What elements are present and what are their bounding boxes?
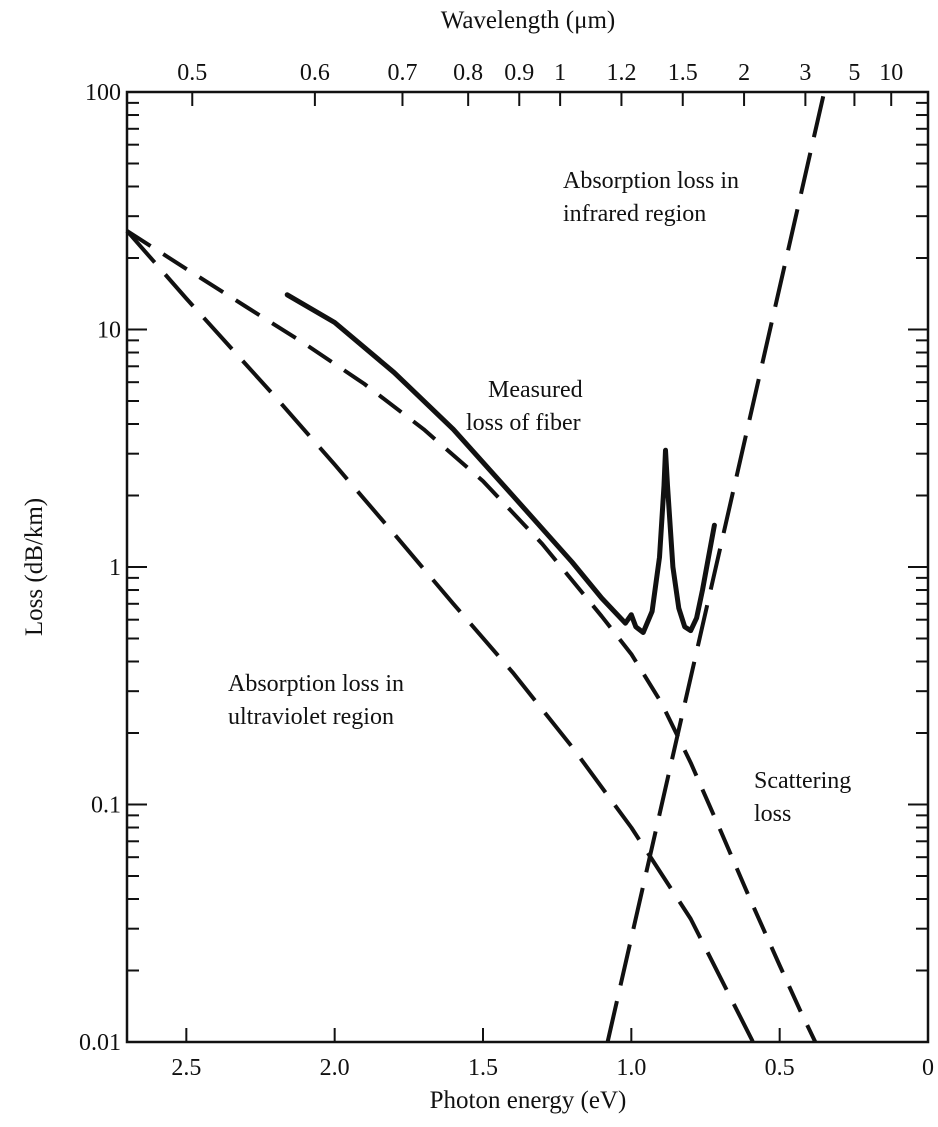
measured-label-line1: Measured: [488, 377, 583, 403]
wavelength-axis-title: Wavelength (μm): [441, 7, 616, 34]
infrared-label-line1: Absorption loss in: [563, 168, 739, 194]
wavelength-axis-ticks: 0.5 0.6 0.7 0.8 0.9 1 1.2 1.5 2 3 5 10: [177, 60, 903, 106]
wavelength-tick-label: 1.2: [606, 60, 636, 86]
wavelength-tick-label: 0.8: [453, 60, 483, 86]
ultraviolet-label-line1: Absorption loss in: [228, 671, 404, 697]
x-tick-label: 0.5: [765, 1055, 795, 1081]
wavelength-tick-label: 0.7: [387, 60, 417, 86]
y-tick-label: 0.1: [91, 793, 121, 819]
x-tick-label: 2.5: [171, 1055, 201, 1081]
ultraviolet-label-line2: ultraviolet region: [228, 704, 394, 730]
wavelength-tick-label: 3: [799, 60, 811, 86]
wavelength-tick-label: 2: [738, 60, 750, 86]
y-axis-ticks: 100 10 1 0.1 0.01: [79, 80, 928, 1056]
infrared-absorption-curve: [605, 91, 827, 1043]
y-tick-label: 1: [109, 555, 121, 581]
x-tick-label: 1.0: [616, 1055, 646, 1081]
y-axis-title: Loss (dB/km): [21, 498, 48, 636]
scattering-label-line1: Scattering: [754, 768, 851, 794]
x-axis-title: Photon energy (eV): [430, 1087, 627, 1114]
measured-label-line2: loss of fiber: [466, 410, 581, 436]
wavelength-tick-label: 5: [848, 60, 860, 86]
minor-ticks: [127, 101, 928, 972]
scattering-loss-curve: [125, 229, 818, 1043]
x-axis-ticks: 2.5 2.0 1.5 1.0 0.5 0: [171, 1028, 934, 1081]
infrared-label-line2: infrared region: [563, 201, 706, 227]
wavelength-tick-label: 10: [879, 60, 903, 86]
x-tick-label: 2.0: [320, 1055, 350, 1081]
x-tick-label: 0: [922, 1055, 934, 1081]
plot-frame: [125, 90, 930, 1044]
scattering-label-line2: loss: [754, 801, 791, 827]
wavelength-tick-label: 1: [554, 60, 566, 86]
wavelength-tick-label: 0.9: [504, 60, 534, 86]
y-tick-label: 0.01: [79, 1030, 121, 1056]
x-tick-label: 1.5: [468, 1055, 498, 1081]
y-tick-label: 10: [97, 318, 121, 344]
measured-loss-curve: [284, 292, 717, 635]
wavelength-tick-label: 1.5: [668, 60, 698, 86]
wavelength-tick-label: 0.5: [177, 60, 207, 86]
series-group: [125, 91, 827, 1043]
wavelength-tick-label: 0.6: [300, 60, 330, 86]
y-tick-label: 100: [85, 80, 121, 106]
ultraviolet-absorption-curve: [125, 229, 755, 1043]
